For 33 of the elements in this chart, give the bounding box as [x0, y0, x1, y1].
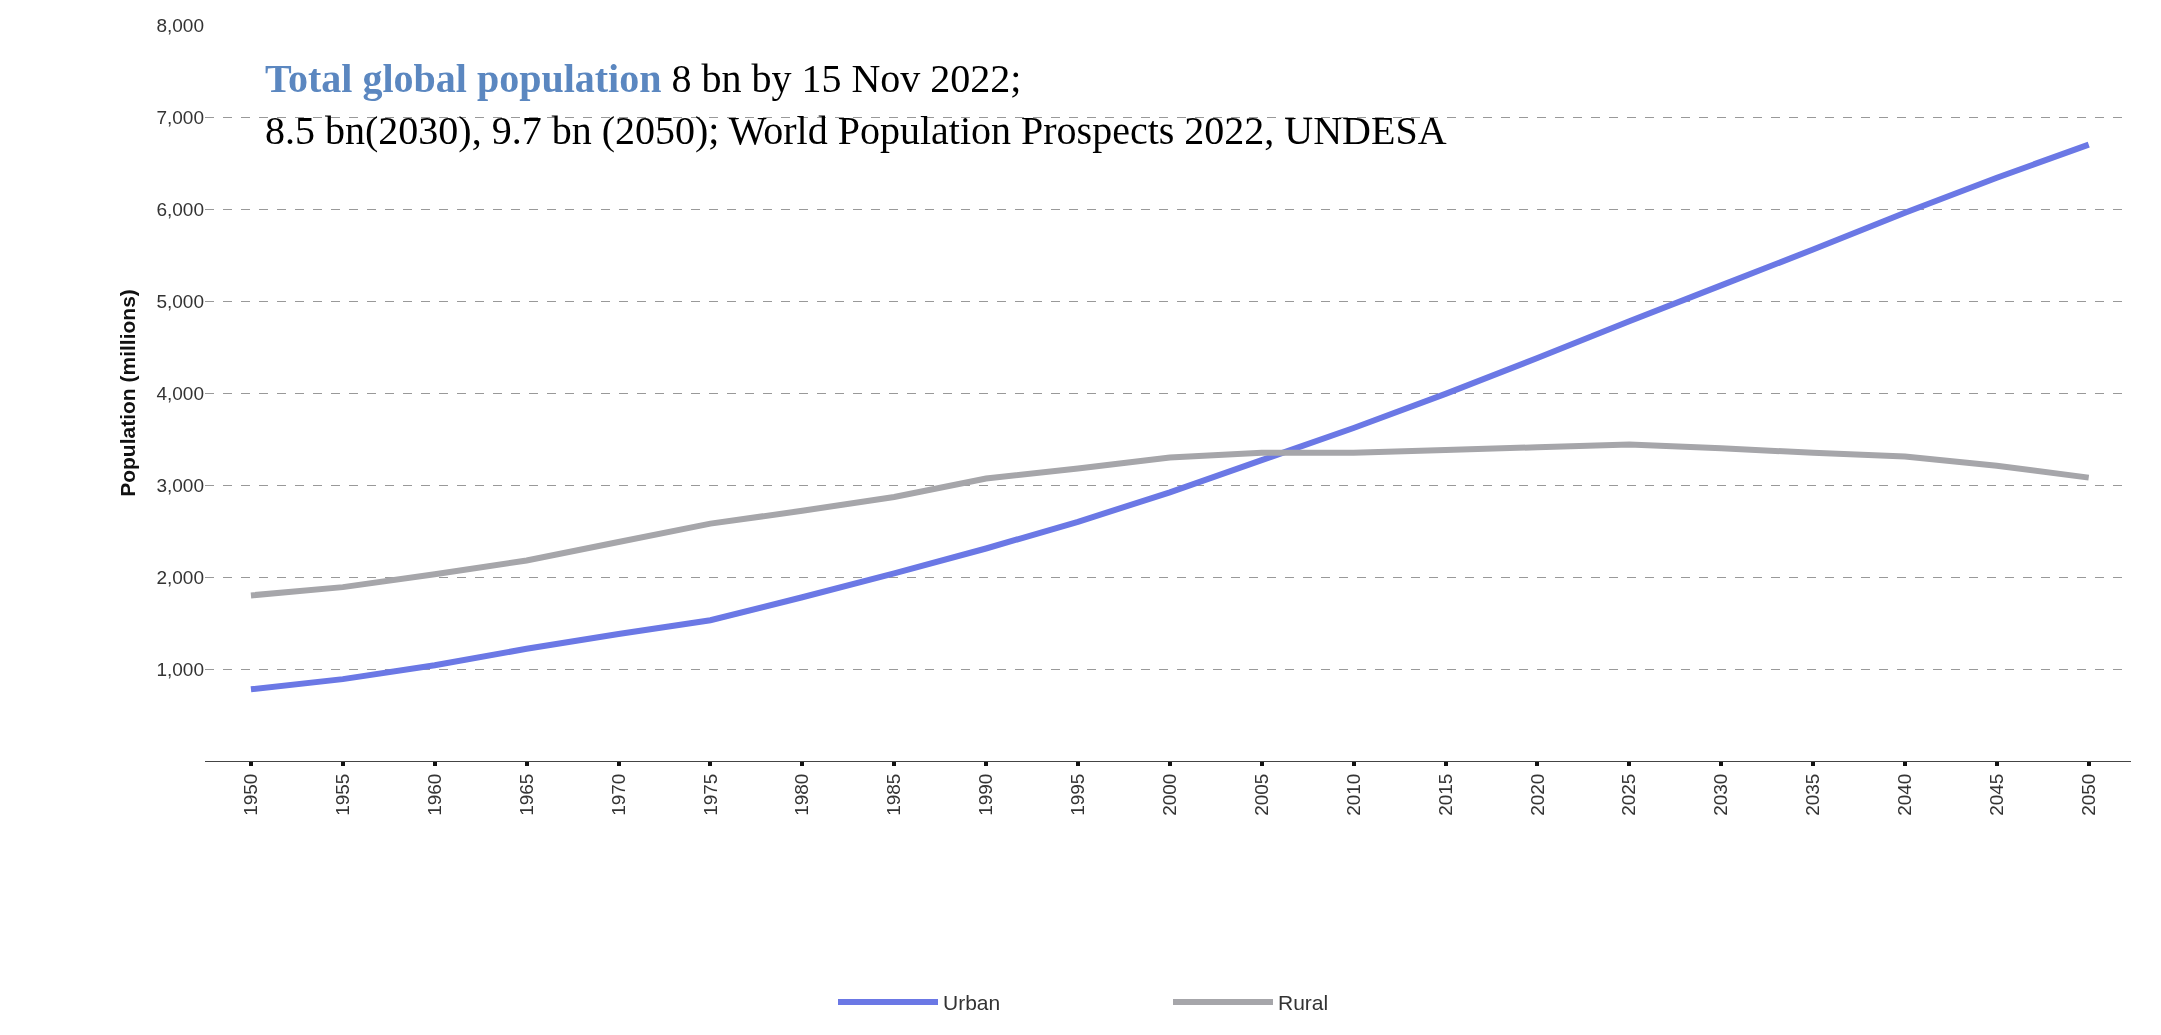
y-tick-label: 1,000 [156, 658, 204, 680]
x-tick-label: 1995 [1067, 773, 1089, 816]
y-tick-label: 4,000 [156, 382, 204, 404]
x-tick-label: 2035 [1802, 773, 1824, 816]
y-axis-title: Population (millions) [115, 289, 139, 497]
x-tick-label: 1975 [699, 773, 721, 816]
x-tick-label: 2045 [1986, 773, 2008, 816]
x-tick-label: 1960 [423, 773, 445, 816]
x-tick-label: 2030 [1710, 773, 1732, 816]
y-tick-label: 8,000 [156, 14, 204, 36]
y-tick-label: 6,000 [156, 198, 204, 220]
x-tick-label: 1970 [607, 773, 629, 816]
x-tick-label: 2025 [1618, 773, 1640, 816]
text: Total global population [265, 56, 662, 101]
x-tick-label: 1985 [883, 773, 905, 816]
x-tick-label: 2000 [1159, 773, 1181, 816]
x-tick-label: 1980 [791, 773, 813, 816]
legend-label: Urban [943, 991, 1001, 1015]
x-tick-label: 2010 [1342, 773, 1364, 816]
y-tick-label: 2,000 [156, 566, 204, 588]
x-tick-label: 2050 [2077, 773, 2099, 816]
x-tick-label: 1990 [975, 773, 997, 816]
x-tick-label: 1950 [240, 773, 262, 816]
x-tick-label: 1965 [515, 773, 537, 816]
x-tick-label: 2005 [1250, 773, 1272, 816]
legend-label: Rural [1278, 991, 1329, 1015]
y-tick-label: 5,000 [156, 290, 204, 312]
x-tick-label: 2040 [1894, 773, 1916, 816]
x-tick-label: 2020 [1526, 773, 1548, 816]
x-tick-label: 2015 [1434, 773, 1456, 816]
y-tick-label: 3,000 [156, 474, 204, 496]
x-tick-label: 1955 [332, 773, 353, 816]
y-tick-label: 7,000 [156, 106, 204, 128]
